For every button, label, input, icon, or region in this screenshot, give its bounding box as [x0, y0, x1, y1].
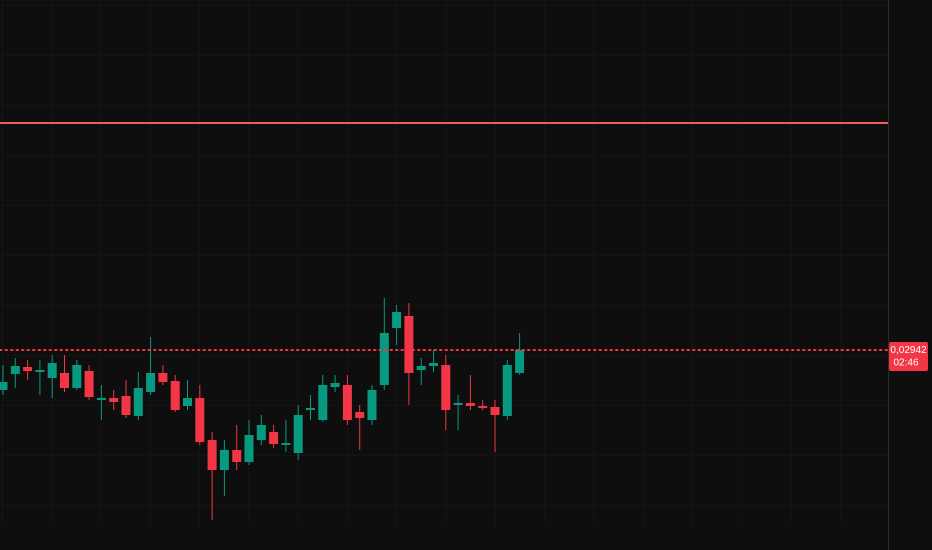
candle-body	[392, 312, 402, 328]
grid	[0, 0, 888, 525]
candle-body	[465, 403, 475, 406]
candle-body	[404, 316, 414, 373]
candle-body	[133, 388, 143, 416]
candle-body	[0, 382, 8, 390]
candle-body	[256, 425, 266, 440]
candle-body	[195, 398, 205, 442]
candle-body	[416, 366, 426, 370]
candle-body	[84, 371, 94, 397]
candle-body	[330, 383, 340, 387]
candle-body	[170, 381, 180, 410]
candle-body	[96, 398, 106, 400]
candle-body	[293, 415, 303, 453]
candle-body	[183, 398, 192, 406]
candle-body	[318, 385, 328, 420]
candle-body	[244, 435, 254, 462]
candle-body	[355, 412, 365, 418]
candle-body	[478, 406, 488, 408]
candle-body	[490, 407, 500, 415]
candle-body	[379, 333, 389, 385]
candle-body	[281, 443, 291, 445]
candle-body	[10, 366, 20, 374]
candle-body	[158, 373, 168, 382]
candle-body	[502, 365, 512, 416]
candle-body	[47, 363, 57, 378]
candle-body	[441, 365, 451, 410]
candle-body	[60, 373, 69, 388]
candle-body	[367, 390, 377, 420]
candle-body	[269, 432, 279, 444]
candle-body	[23, 367, 33, 371]
price-tag-label: 0,02942	[890, 345, 927, 356]
price-tag	[889, 342, 928, 371]
candle-body	[35, 370, 45, 372]
candle-body	[342, 385, 352, 420]
candle-body	[429, 363, 438, 366]
candle-body	[72, 365, 82, 388]
candle-body	[109, 398, 119, 402]
candle-body	[219, 450, 229, 470]
candle-body	[146, 373, 156, 392]
candle-body	[207, 440, 217, 470]
candle-body	[515, 350, 525, 373]
countdown: 02:46	[893, 358, 918, 369]
candle-body	[232, 450, 242, 462]
candle-body	[121, 396, 131, 415]
candle-body	[453, 403, 463, 405]
candle-body	[306, 408, 315, 410]
